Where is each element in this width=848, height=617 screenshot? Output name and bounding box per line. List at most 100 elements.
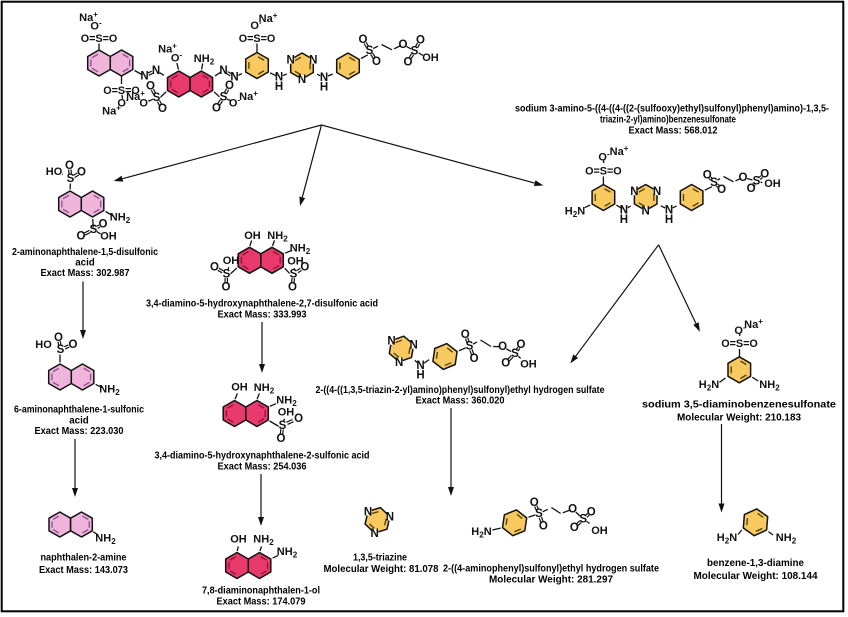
svg-text:S: S — [223, 269, 231, 281]
svg-text:OH: OH — [244, 230, 261, 242]
svg-text:N: N — [416, 360, 424, 372]
svg-text:Exact Mass: 568.012: Exact Mass: 568.012 — [629, 126, 719, 137]
svg-text:OH: OH — [230, 534, 247, 546]
svg-text:N: N — [298, 74, 306, 86]
svg-text:O: O — [517, 339, 526, 351]
svg-text:N: N — [630, 186, 638, 198]
svg-text:NH2: NH2 — [110, 212, 131, 226]
svg-text:O: O — [760, 169, 769, 181]
svg-text:O: O — [77, 231, 86, 243]
svg-text:N: N — [320, 72, 328, 84]
svg-text:NH2: NH2 — [253, 534, 274, 548]
svg-text:O: O — [225, 80, 234, 92]
svg-text:S: S — [90, 224, 98, 236]
svg-text:O=S=O: O=S=O — [585, 166, 622, 178]
svg-text:O-: O- — [734, 323, 746, 337]
svg-text:Na+: Na+ — [239, 89, 258, 103]
svg-text:2-aminonaphthalene-1,5-disulfo: 2-aminonaphthalene-1,5-disulfonic — [12, 247, 158, 258]
svg-text:H2N: H2N — [717, 532, 737, 546]
svg-text:O: O — [539, 521, 548, 533]
svg-text:N: N — [653, 186, 661, 198]
svg-text:O: O — [77, 167, 86, 179]
svg-text:O-: O- — [139, 96, 151, 110]
svg-text:S: S — [710, 177, 718, 189]
svg-text:S: S — [535, 508, 543, 520]
svg-text:N: N — [410, 340, 418, 352]
svg-text:N: N — [275, 72, 283, 84]
svg-text:Molecular Weight: 108.144: Molecular Weight: 108.144 — [694, 571, 818, 582]
svg-text:N: N — [370, 528, 378, 540]
svg-text:N: N — [387, 336, 395, 348]
svg-text:N: N — [642, 206, 650, 218]
svg-text:O: O — [747, 183, 756, 195]
svg-text:O: O — [146, 81, 155, 93]
svg-text:O: O — [222, 282, 231, 294]
svg-text:O: O — [568, 504, 577, 516]
svg-text:S: S — [466, 341, 474, 353]
svg-text:2-((4-((1,3,5-triazin-2-yl)ami: 2-((4-((1,3,5-triazin-2-yl)amino)phenyl)… — [316, 385, 605, 396]
svg-text:O: O — [69, 339, 78, 351]
svg-text:N: N — [309, 55, 317, 67]
svg-text:2-((4-aminophenyl)sulfonyl)eth: 2-((4-aminophenyl)sulfonyl)ethyl hydroge… — [443, 564, 660, 575]
svg-text:O: O — [210, 262, 219, 274]
svg-text:NH2: NH2 — [290, 243, 311, 257]
svg-text:NH2: NH2 — [194, 53, 215, 67]
svg-text:S: S — [366, 45, 374, 57]
svg-text:O: O — [587, 506, 596, 518]
svg-text:Na+: Na+ — [126, 89, 145, 103]
svg-text:H2N: H2N — [471, 526, 491, 540]
svg-text:Exact Mass: 223.030: Exact Mass: 223.030 — [35, 426, 125, 437]
svg-text:NH2: NH2 — [95, 533, 116, 547]
svg-text:sodium 3,5-diaminobenzenesulfo: sodium 3,5-diaminobenzenesulfonate — [642, 400, 836, 411]
svg-text:N: N — [386, 512, 394, 524]
svg-text:N: N — [140, 71, 148, 83]
svg-text:O: O — [703, 169, 712, 181]
svg-text:O=S=O: O=S=O — [103, 85, 140, 97]
svg-text:Exact Mass: 302.987: Exact Mass: 302.987 — [41, 268, 131, 279]
svg-text:Na+: Na+ — [102, 104, 121, 118]
svg-text:O: O — [372, 56, 381, 68]
svg-text:H2N: H2N — [565, 206, 585, 220]
svg-text:OH: OH — [223, 255, 240, 267]
svg-text:naphthalen-2-amine: naphthalen-2-amine — [41, 553, 128, 564]
svg-text:NH2: NH2 — [99, 384, 120, 398]
svg-text:Na+: Na+ — [158, 42, 177, 56]
svg-text:Na+: Na+ — [259, 11, 278, 25]
svg-text:O: O — [294, 413, 303, 425]
svg-text:O-: O- — [598, 150, 610, 164]
svg-text:S: S — [67, 173, 75, 185]
svg-text:Molecular Weight: 281.297: Molecular Weight: 281.297 — [489, 575, 614, 586]
svg-text:Na+: Na+ — [610, 144, 629, 158]
svg-text:O: O — [570, 522, 579, 534]
svg-text:O=S=O: O=S=O — [721, 338, 758, 350]
svg-text:N: N — [152, 65, 160, 77]
svg-text:Molecular Weight: 210.183: Molecular Weight: 210.183 — [677, 413, 801, 424]
svg-text:Exact Mass: 254.036: Exact Mass: 254.036 — [218, 462, 308, 473]
svg-text:S: S — [220, 92, 228, 104]
svg-text:OH: OH — [100, 231, 117, 243]
svg-text:HO: HO — [35, 339, 52, 351]
svg-text:Na+: Na+ — [79, 10, 98, 24]
svg-text:O: O — [288, 282, 297, 294]
svg-text:OH: OH — [764, 178, 781, 190]
svg-text:N: N — [665, 204, 673, 216]
svg-text:S: S — [57, 344, 65, 356]
svg-text:O: O — [530, 497, 539, 509]
svg-text:S: S — [290, 269, 298, 281]
svg-text:acid: acid — [75, 258, 95, 269]
svg-text:O: O — [65, 160, 74, 172]
svg-text:O: O — [404, 57, 413, 69]
svg-text:O: O — [739, 172, 748, 184]
svg-text:O-: O- — [117, 96, 129, 110]
svg-text:OH: OH — [591, 525, 608, 537]
svg-text:NH2: NH2 — [267, 230, 288, 244]
svg-text:Na+: Na+ — [744, 317, 763, 331]
svg-text:H: H — [275, 81, 283, 93]
svg-text:3,4-diamino-5-hydroxynaphthale: 3,4-diamino-5-hydroxynaphthalene-2-sulfo… — [155, 451, 370, 462]
svg-text:N: N — [230, 72, 238, 84]
svg-text:Exact Mass: 360.020: Exact Mass: 360.020 — [416, 396, 506, 407]
svg-text:triazin-2-yl)amino)benzenesulf: triazin-2-yl)amino)benzenesulfonate — [600, 115, 736, 126]
svg-text:O: O — [54, 332, 63, 344]
svg-text:S: S — [753, 176, 761, 188]
svg-text:NH2: NH2 — [277, 546, 298, 560]
